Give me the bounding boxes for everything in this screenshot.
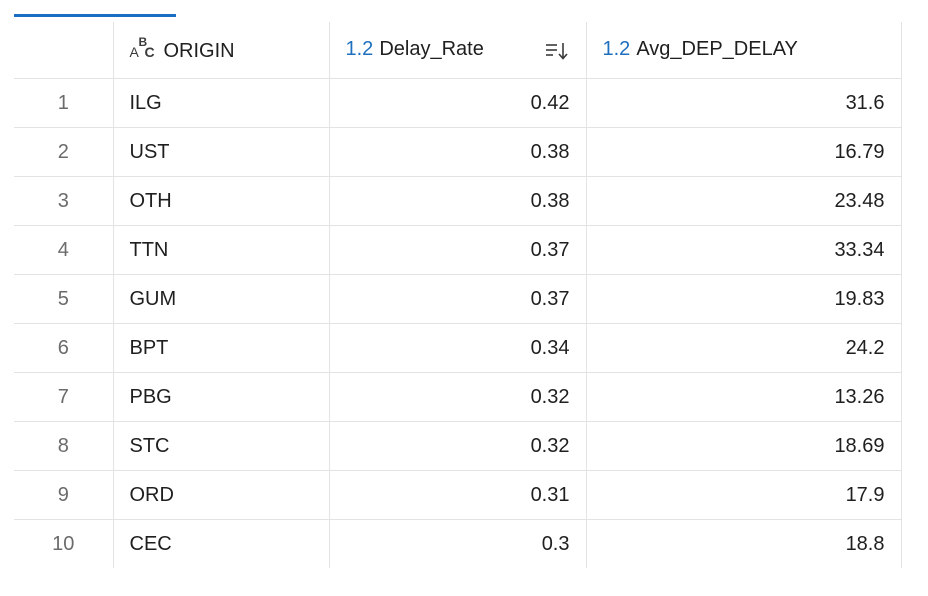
table-row[interactable]: 5 GUM 0.37 19.83 <box>14 274 902 324</box>
header-row: A B C ORIGIN 1.2 Delay_Rate 1.2 Avg_DEP_DELAY <box>14 22 902 79</box>
row-index-cell[interactable]: 2 <box>14 127 114 177</box>
delay-rate-cell[interactable]: 0.32 <box>329 421 587 471</box>
delay-rate-cell[interactable]: 0.37 <box>329 274 587 324</box>
numeric-type-badge: 1.2 <box>345 38 374 60</box>
column-header-label: Avg_DEP_DELAY <box>636 38 798 61</box>
column-header-delay-rate[interactable]: 1.2 Delay_Rate <box>329 22 587 79</box>
column-header-origin[interactable]: A B C ORIGIN <box>113 22 330 79</box>
origin-cell[interactable]: GUM <box>113 274 330 324</box>
table-row[interactable]: 9 ORD 0.31 17.9 <box>14 470 902 520</box>
row-index-cell[interactable]: 4 <box>14 225 114 275</box>
row-index-cell[interactable]: 5 <box>14 274 114 324</box>
row-index-cell[interactable]: 3 <box>14 176 114 226</box>
column-header-label: ORIGIN <box>163 40 235 63</box>
table-row[interactable]: 8 STC 0.32 18.69 <box>14 421 902 471</box>
row-index-cell[interactable]: 6 <box>14 323 114 373</box>
avg-dep-delay-cell[interactable]: 31.6 <box>586 78 902 128</box>
column-header-label: Delay_Rate <box>379 38 484 61</box>
delay-rate-cell[interactable]: 0.37 <box>329 225 587 275</box>
table-row[interactable]: 7 PBG 0.32 13.26 <box>14 372 902 422</box>
table-body: 1 ILG 0.42 31.6 2 UST 0.38 16.79 3 OTH 0.38 23.48 4 T… <box>14 78 902 568</box>
avg-dep-delay-cell[interactable]: 18.69 <box>586 421 902 471</box>
sort-descending-icon[interactable] <box>544 40 570 62</box>
origin-cell[interactable]: BPT <box>113 323 330 373</box>
avg-dep-delay-cell[interactable]: 23.48 <box>586 176 902 226</box>
table-row[interactable]: 6 BPT 0.34 24.2 <box>14 323 902 373</box>
origin-cell[interactable]: ILG <box>113 78 330 128</box>
row-index-cell[interactable]: 8 <box>14 421 114 471</box>
column-header-avg-dep-delay[interactable]: 1.2 Avg_DEP_DELAY <box>586 22 902 79</box>
row-index-cell[interactable]: 10 <box>14 519 114 568</box>
delay-rate-cell[interactable]: 0.34 <box>329 323 587 373</box>
table-row[interactable]: 4 TTN 0.37 33.34 <box>14 225 902 275</box>
table-row[interactable]: 3 OTH 0.38 23.48 <box>14 176 902 226</box>
avg-dep-delay-cell[interactable]: 24.2 <box>586 323 902 373</box>
table-row[interactable]: 1 ILG 0.42 31.6 <box>14 78 902 128</box>
delay-rate-cell[interactable]: 0.3 <box>329 519 587 568</box>
row-index-cell[interactable]: 9 <box>14 470 114 520</box>
origin-cell[interactable]: STC <box>113 421 330 471</box>
avg-dep-delay-cell[interactable]: 17.9 <box>586 470 902 520</box>
delay-rate-cell[interactable]: 0.42 <box>329 78 587 128</box>
origin-cell[interactable]: TTN <box>113 225 330 275</box>
origin-cell[interactable]: ORD <box>113 470 330 520</box>
row-index-cell[interactable]: 1 <box>14 78 114 128</box>
table-row[interactable]: 10 CEC 0.3 18.8 <box>14 519 902 568</box>
avg-dep-delay-cell[interactable]: 33.34 <box>586 225 902 275</box>
delay-rate-cell[interactable]: 0.31 <box>329 470 587 520</box>
origin-cell[interactable]: PBG <box>113 372 330 422</box>
delay-rate-cell[interactable]: 0.38 <box>329 127 587 177</box>
avg-dep-delay-cell[interactable]: 16.79 <box>586 127 902 177</box>
numeric-type-badge: 1.2 <box>602 38 631 61</box>
delay-rate-cell[interactable]: 0.32 <box>329 372 587 422</box>
avg-dep-delay-cell[interactable]: 18.8 <box>586 519 902 568</box>
results-grid: A B C ORIGIN 1.2 Delay_Rate 1.2 Avg_DEP_DELAY <box>14 22 902 568</box>
row-index-cell[interactable]: 7 <box>14 372 114 422</box>
table-row[interactable]: 2 UST 0.38 16.79 <box>14 127 902 177</box>
avg-dep-delay-cell[interactable]: 19.83 <box>586 274 902 324</box>
origin-cell[interactable]: UST <box>113 127 330 177</box>
origin-cell[interactable]: OTH <box>113 176 330 226</box>
delay-rate-cell[interactable]: 0.38 <box>329 176 587 226</box>
active-tab-indicator <box>14 14 176 17</box>
origin-cell[interactable]: CEC <box>113 519 330 568</box>
results-table: A B C ORIGIN 1.2 Delay_Rate 1.2 Avg_DEP_DELAY <box>14 22 902 568</box>
avg-dep-delay-cell[interactable]: 13.26 <box>586 372 902 422</box>
column-header-index[interactable] <box>14 22 114 79</box>
